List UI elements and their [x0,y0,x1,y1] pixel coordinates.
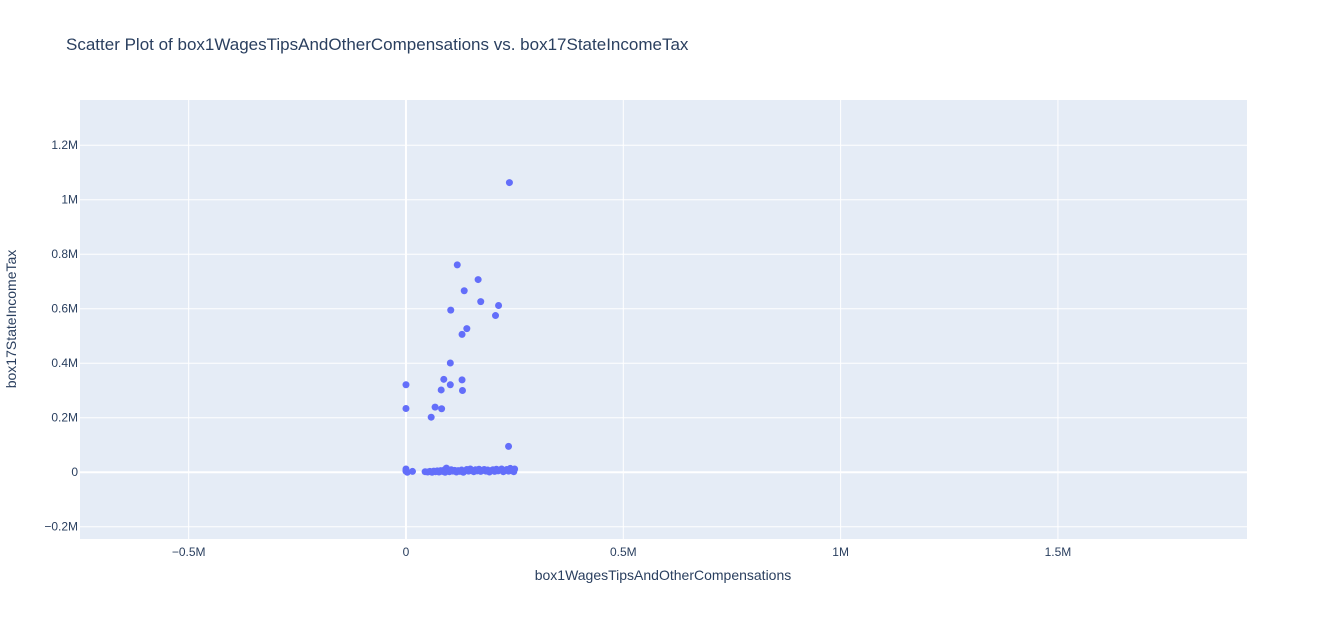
data-point[interactable] [458,376,466,384]
x-axis-label: box1WagesTipsAndOtherCompensations [535,567,792,583]
data-point[interactable] [438,405,446,413]
x-tick-label: 1M [832,545,849,559]
data-point[interactable] [492,312,500,320]
data-point[interactable] [402,404,410,412]
data-point[interactable] [505,442,513,450]
data-point[interactable] [511,465,519,473]
grid-lines [80,100,1247,539]
x-tick-label: 0 [403,545,410,559]
data-point[interactable] [477,298,485,306]
data-point[interactable] [431,403,439,411]
data-point[interactable] [458,386,466,394]
x-axis-ticks: −0.5M 0 0.5M 1M 1.5M [172,545,1071,559]
chart-title: Scatter Plot of box1WagesTipsAndOtherCom… [66,35,689,54]
data-point[interactable] [408,467,416,475]
data-point[interactable] [463,325,471,333]
x-tick-label: 0.5M [610,545,637,559]
data-point[interactable] [505,179,513,187]
data-point[interactable] [437,386,445,394]
y-tick-label: 0.4M [51,356,78,370]
x-tick-label: −0.5M [172,545,206,559]
data-point[interactable] [460,287,468,295]
data-point[interactable] [402,381,410,389]
data-point[interactable] [427,413,435,421]
data-point[interactable] [474,276,482,284]
data-point[interactable] [440,375,448,383]
data-point[interactable] [446,359,454,367]
data-point[interactable] [495,301,503,309]
y-tick-label: 0.8M [51,247,78,261]
y-tick-label: 1.2M [51,138,78,152]
y-axis-ticks: −0.2M 0 0.2M 0.4M 0.6M 0.8M 1M 1.2M [44,138,78,534]
y-tick-label: 0.6M [51,302,78,316]
data-point[interactable] [458,330,466,338]
data-point[interactable] [446,381,454,389]
y-tick-label: 1M [61,193,78,207]
plot-area[interactable] [80,100,1247,539]
data-point[interactable] [453,261,461,269]
y-axis-label: box17StateIncomeTax [3,250,19,389]
y-tick-label: −0.2M [44,520,78,534]
data-points [402,179,519,476]
data-point[interactable] [403,468,411,476]
y-tick-label: 0.2M [51,411,78,425]
y-tick-label: 0 [71,465,78,479]
data-point[interactable] [447,306,455,314]
x-tick-label: 1.5M [1045,545,1072,559]
